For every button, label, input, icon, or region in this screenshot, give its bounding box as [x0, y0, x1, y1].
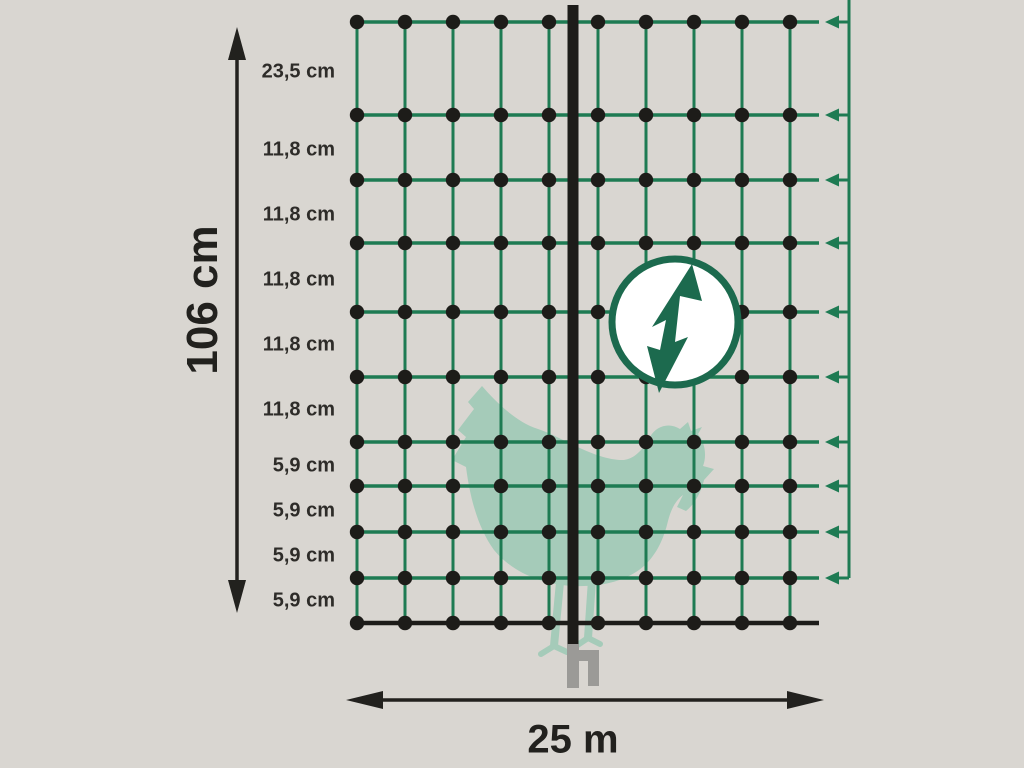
mesh-spacing-label: 11,8 cm	[262, 333, 335, 356]
mesh-spacing-label: 11,8 cm	[262, 268, 335, 291]
mesh-spacing-label: 11,8 cm	[262, 138, 335, 161]
mesh-spacing-label: 11,8 cm	[262, 203, 335, 226]
mesh-spacing-label: 5,9 cm	[272, 589, 335, 612]
mesh-spacing-label: 11,8 cm	[262, 398, 335, 421]
net-mesh	[349, 14, 819, 631]
mesh-spacing-label: 5,9 cm	[272, 544, 335, 567]
mesh-spacing-label: 23,5 cm	[261, 60, 335, 83]
electric-warning-icon	[608, 255, 742, 393]
electrified-strand-arrows	[825, 15, 849, 585]
mesh-spacing-label: 5,9 cm	[272, 454, 335, 477]
net-height-label: 106 cm	[178, 225, 227, 375]
height-arrow	[228, 27, 246, 613]
conductor-line-and-arrows	[825, 0, 851, 585]
ground-stake	[567, 644, 599, 688]
fence-post	[567, 5, 579, 644]
chicken-silhouette-icon	[452, 386, 714, 657]
mesh-spacing-label: 5,9 cm	[272, 499, 335, 522]
width-arrow	[346, 691, 824, 709]
net-width-label: 25 m	[527, 717, 619, 762]
lightning-bolt-icon	[647, 264, 702, 393]
